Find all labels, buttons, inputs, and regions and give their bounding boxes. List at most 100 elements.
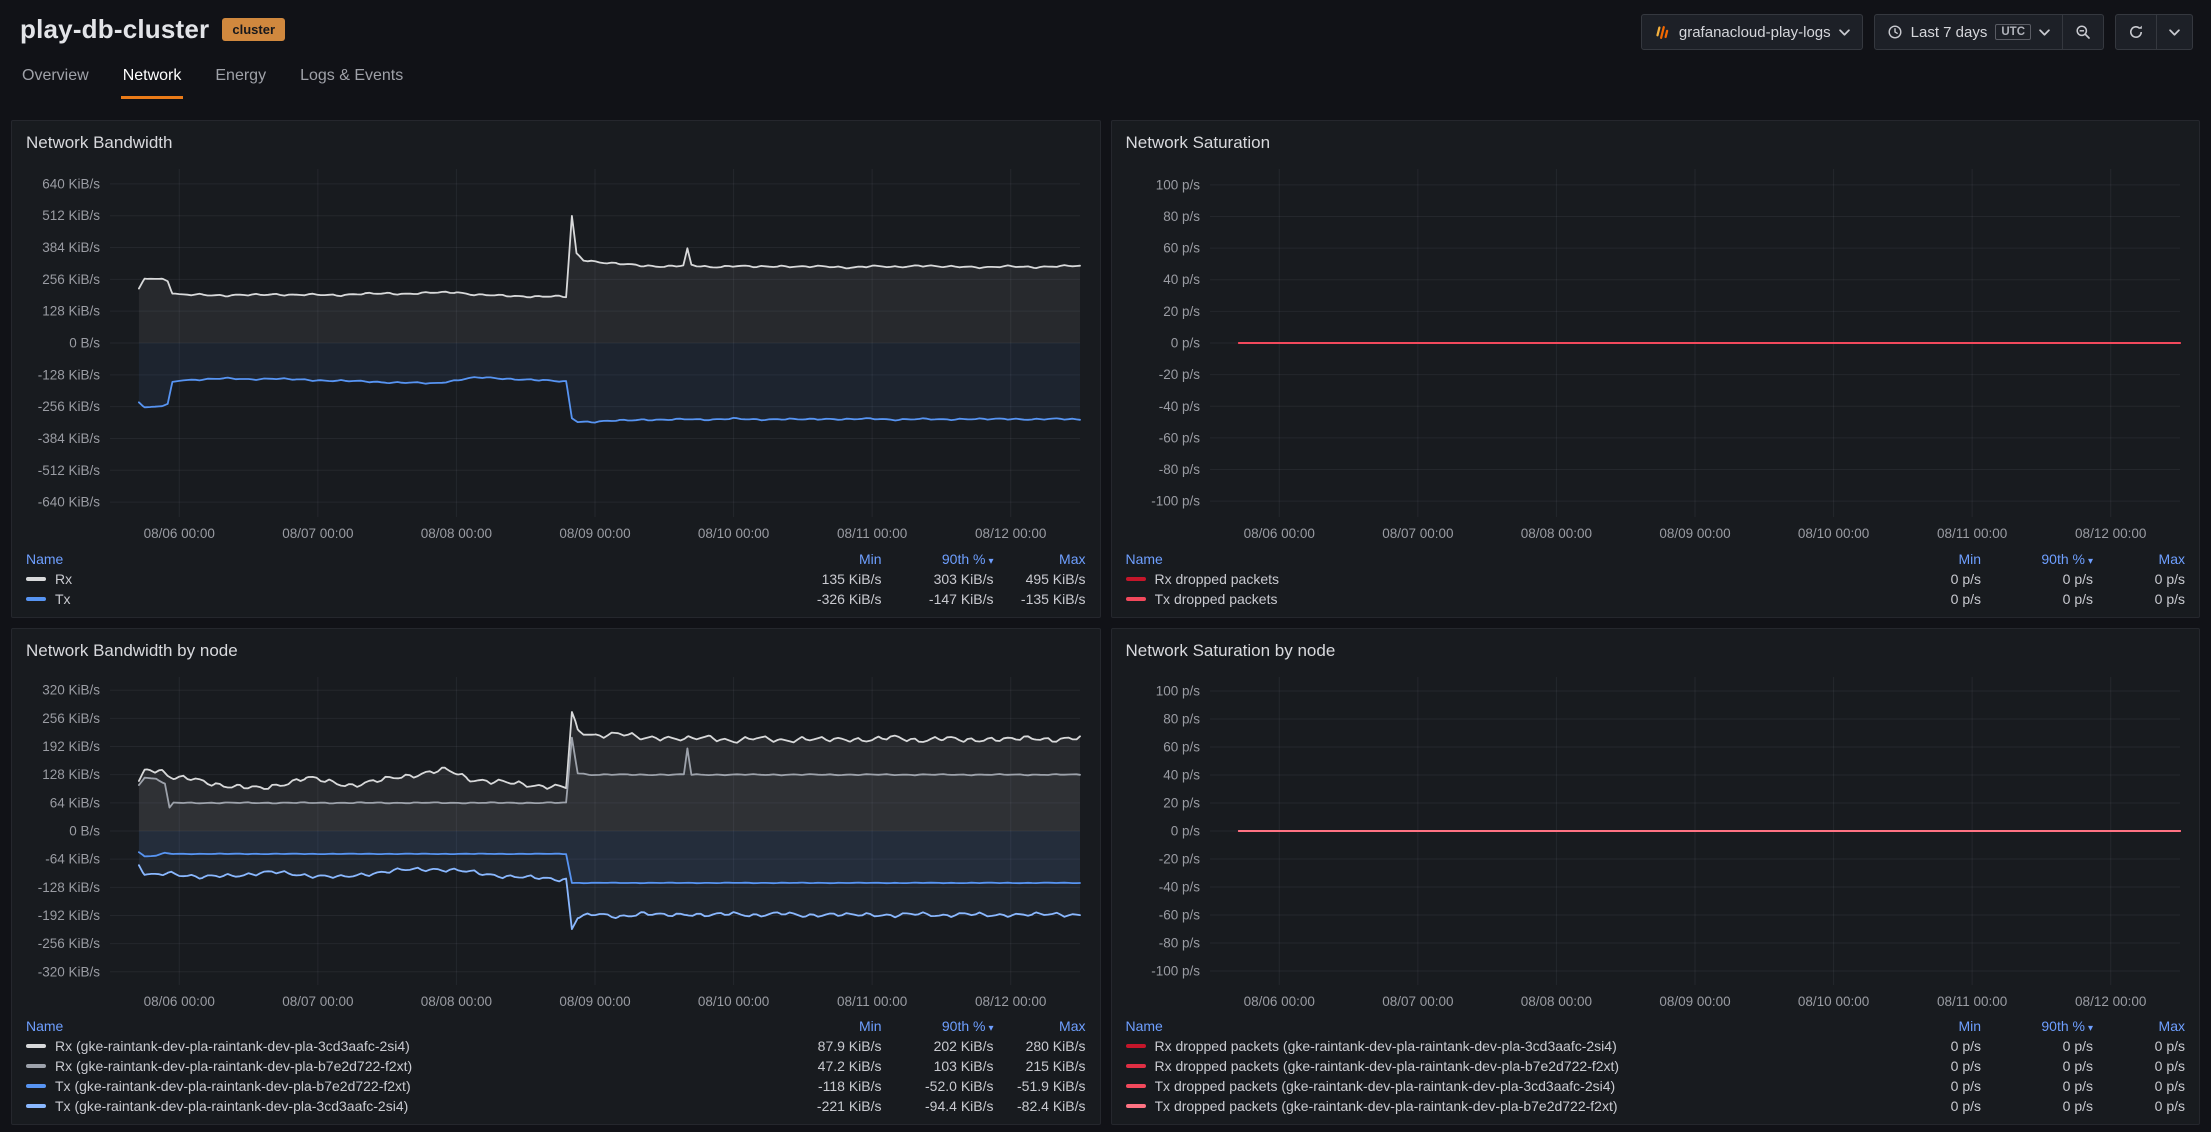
dashboard-grid: Network Bandwidth 640 KiB/s 512 KiB/s 384 …: [11, 120, 2200, 1125]
legend-sort-max[interactable]: Max: [1059, 1018, 1086, 1034]
svg-text:0 B/s: 0 B/s: [69, 336, 100, 351]
tab-overview[interactable]: Overview: [22, 67, 89, 84]
svg-text:192 KiB/s: 192 KiB/s: [42, 739, 100, 754]
legend-value: 103 KiB/s: [933, 1058, 994, 1074]
legend-row: Tx dropped packets (gke-raintank-dev-pla…: [1125, 1076, 2185, 1096]
svg-text:40 p/s: 40 p/s: [1163, 767, 1200, 782]
time-series-chart[interactable]: 640 KiB/s 512 KiB/s 384 KiB/s 256 KiB/s 128 …: [26, 157, 1086, 547]
legend-value: 0 p/s: [1950, 1038, 1981, 1054]
legend-row: Rx (gke-raintank-dev-pla-raintank-dev-pl…: [26, 1056, 1086, 1076]
legend-series-label[interactable]: Tx dropped packets (gke-raintank-dev-pla…: [1154, 1078, 1616, 1094]
svg-text:-128 KiB/s: -128 KiB/s: [38, 367, 101, 382]
svg-text:08/10 00:00: 08/10 00:00: [1797, 526, 1868, 541]
legend-sort-name[interactable]: Name: [26, 1018, 64, 1034]
legend-sort-min[interactable]: Min: [1958, 1018, 1981, 1034]
legend-series-label[interactable]: Rx dropped packets (gke-raintank-dev-pla…: [1154, 1038, 1617, 1054]
loki-datasource-icon: [1654, 24, 1671, 41]
svg-text:-60 p/s: -60 p/s: [1158, 430, 1200, 445]
legend-value: 0 p/s: [2062, 570, 2093, 587]
legend-series-label[interactable]: Tx: [55, 590, 71, 607]
legend-sort-90th-[interactable]: 90th % ▾: [2041, 1018, 2093, 1034]
legend-row: Rx dropped packets 0 p/s 0 p/s 0 p/s: [1125, 569, 2185, 589]
svg-text:-128 KiB/s: -128 KiB/s: [38, 879, 101, 894]
datasource-picker[interactable]: grafanacloud-play-logs: [1640, 14, 1863, 50]
panel-title[interactable]: Network Bandwidth by node: [26, 640, 238, 660]
panel-network-saturation-by-node: Network Saturation by node 100 p/s 80 p/s…: [1110, 627, 2200, 1125]
time-series-chart[interactable]: 100 p/s 80 p/s 60 p/s 40 p/s 20 p/s 0 p/s -20 …: [1126, 157, 2186, 547]
refresh-button[interactable]: [2115, 14, 2157, 50]
legend-value: 0 p/s: [2154, 1038, 2185, 1054]
legend-sort-name[interactable]: Name: [1125, 550, 1163, 567]
legend-series-label[interactable]: Tx (gke-raintank-dev-pla-raintank-dev-pl…: [55, 1078, 411, 1094]
refresh-icon: [2128, 24, 2144, 40]
legend-value: 0 p/s: [1950, 570, 1981, 587]
svg-text:-100 p/s: -100 p/s: [1151, 494, 1200, 509]
legend-table: Name Min 90th % ▾ Max Rx dropped packets (gke…: [1125, 1016, 2185, 1116]
legend-value: -118 KiB/s: [817, 1078, 882, 1094]
legend-value: 0 p/s: [2154, 570, 2185, 587]
legend-series-label[interactable]: Tx dropped packets: [1154, 590, 1278, 607]
svg-text:80 p/s: 80 p/s: [1163, 711, 1200, 726]
svg-text:08/11 00:00: 08/11 00:00: [837, 526, 907, 541]
legend-sort-max[interactable]: Max: [1059, 550, 1086, 567]
time-range-picker[interactable]: Last 7 days UTC: [1873, 14, 2063, 50]
svg-text:-640 KiB/s: -640 KiB/s: [38, 495, 101, 510]
panel-title[interactable]: Network Bandwidth: [26, 133, 173, 152]
legend-series-label[interactable]: Rx dropped packets (gke-raintank-dev-pla…: [1154, 1058, 1620, 1074]
series-marker: [1125, 1104, 1146, 1108]
legend-value: -51.9 KiB/s: [1017, 1078, 1086, 1094]
zoom-out-icon: [2075, 24, 2091, 40]
legend-row: Rx dropped packets (gke-raintank-dev-pla…: [1125, 1056, 2185, 1076]
tab-energy[interactable]: Energy: [215, 67, 267, 84]
svg-text:-320 KiB/s: -320 KiB/s: [38, 964, 101, 979]
panel-title[interactable]: Network Saturation by node: [1125, 640, 1336, 660]
legend-value: -52.0 KiB/s: [925, 1078, 994, 1094]
legend-value: 0 p/s: [1950, 1078, 1981, 1094]
legend-value: -147 KiB/s: [928, 590, 994, 607]
svg-text:60 p/s: 60 p/s: [1163, 241, 1200, 256]
refresh-interval-dropdown[interactable]: [2156, 14, 2193, 50]
svg-text:08/07 00:00: 08/07 00:00: [1382, 526, 1453, 541]
svg-text:08/11 00:00: 08/11 00:00: [1936, 994, 2006, 1009]
zoom-out-button[interactable]: [2062, 14, 2104, 50]
time-range-label: Last 7 days: [1910, 23, 1988, 41]
tab-network[interactable]: Network: [120, 58, 184, 99]
legend-sort-min[interactable]: Min: [858, 1018, 882, 1034]
legend-sort-90th-[interactable]: 90th % ▾: [941, 550, 994, 567]
svg-text:08/10 00:00: 08/10 00:00: [698, 994, 769, 1009]
panel-network-bandwidth-by-node: Network Bandwidth by node 320 KiB/s 256 K…: [11, 627, 1101, 1125]
legend-series-label[interactable]: Rx dropped packets: [1154, 570, 1280, 587]
legend-table: Name Min 90th % ▾ Max Rx 135 KiB/s 303 KiB/s 495…: [26, 549, 1086, 609]
legend-value: 0 p/s: [2154, 1078, 2185, 1094]
legend-value: 0 p/s: [2062, 1058, 2093, 1074]
legend-sort-name[interactable]: Name: [26, 550, 64, 567]
chevron-down-icon: [2039, 28, 2050, 36]
time-series-chart[interactable]: 320 KiB/s 256 KiB/s 192 KiB/s 128 KiB/s 64 K…: [26, 665, 1086, 1015]
tab-logs-events[interactable]: Logs & Events: [300, 67, 404, 84]
legend-value: 0 p/s: [1950, 1098, 1981, 1114]
legend-sort-max[interactable]: Max: [2158, 1018, 2185, 1034]
svg-text:08/08 00:00: 08/08 00:00: [1520, 994, 1591, 1009]
legend-series-label[interactable]: Tx dropped packets (gke-raintank-dev-pla…: [1154, 1098, 1618, 1114]
legend-sort-min[interactable]: Min: [1958, 550, 1981, 567]
toolbar: grafanacloud-play-logs Last 7 days UTC: [1640, 14, 2193, 50]
time-series-chart[interactable]: 100 p/s 80 p/s 60 p/s 40 p/s 20 p/s 0 p/s -20 …: [1126, 665, 2186, 1015]
legend-sort-max[interactable]: Max: [2158, 550, 2185, 567]
legend-series-label[interactable]: Rx (gke-raintank-dev-pla-raintank-dev-pl…: [55, 1058, 413, 1074]
series-marker: [26, 576, 46, 581]
legend-series-label[interactable]: Tx (gke-raintank-dev-pla-raintank-dev-pl…: [55, 1098, 409, 1114]
legend-value: 495 KiB/s: [1025, 570, 1086, 587]
panel-title[interactable]: Network Saturation: [1125, 133, 1271, 152]
legend-value: 47.2 KiB/s: [817, 1058, 882, 1074]
legend-series-label[interactable]: Rx (gke-raintank-dev-pla-raintank-dev-pl…: [55, 1038, 410, 1054]
legend-sort-min[interactable]: Min: [858, 550, 882, 567]
chevron-down-icon: [1838, 28, 1850, 36]
legend-sort-90th-[interactable]: 90th % ▾: [2041, 550, 2093, 567]
series-marker: [26, 1064, 46, 1068]
tab-bar: Overview Network Energy Logs & Events: [0, 50, 2211, 99]
svg-text:512 KiB/s: 512 KiB/s: [42, 208, 100, 223]
legend-sort-name[interactable]: Name: [1125, 1018, 1163, 1034]
legend-sort-90th-[interactable]: 90th % ▾: [941, 1018, 994, 1034]
legend-series-label[interactable]: Rx: [55, 570, 73, 587]
svg-text:80 p/s: 80 p/s: [1163, 209, 1200, 224]
